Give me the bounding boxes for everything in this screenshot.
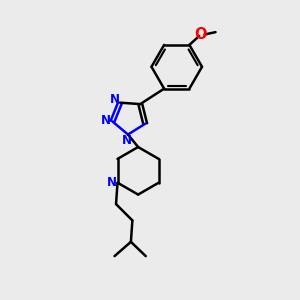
Text: N: N	[110, 93, 120, 106]
Text: N: N	[101, 114, 111, 128]
Text: N: N	[122, 134, 132, 147]
Text: N: N	[106, 176, 117, 189]
Text: O: O	[194, 27, 207, 42]
